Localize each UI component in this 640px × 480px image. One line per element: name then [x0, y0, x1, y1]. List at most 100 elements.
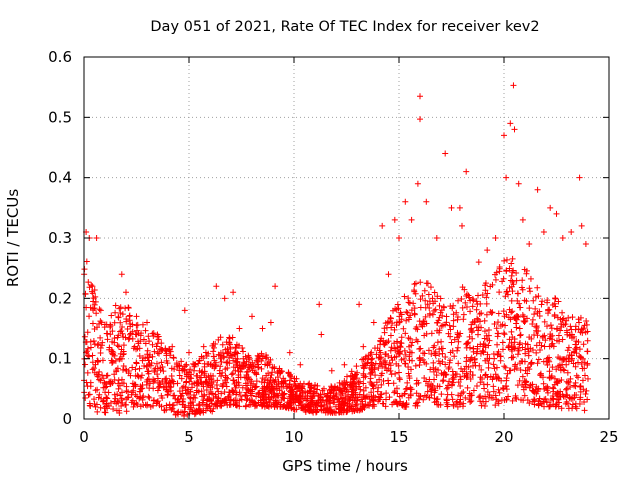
data-point [552, 303, 559, 310]
data-point [164, 392, 171, 399]
data-point [481, 328, 488, 335]
data-point [440, 304, 447, 311]
data-point [360, 343, 367, 350]
data-point [112, 395, 119, 402]
data-point [382, 351, 389, 358]
data-point [150, 397, 157, 404]
x-tick-label: 15 [389, 428, 408, 446]
data-point [118, 271, 125, 278]
data-point [498, 397, 505, 404]
data-point [578, 360, 585, 367]
data-point [145, 357, 152, 364]
data-point [396, 235, 402, 241]
data-point [551, 375, 558, 382]
data-point [543, 398, 550, 405]
data-point [519, 286, 526, 293]
data-point [308, 404, 315, 411]
data-point [567, 375, 574, 382]
data-point [556, 338, 563, 345]
data-point [245, 352, 252, 359]
data-point [348, 368, 355, 375]
data-point [120, 362, 127, 369]
data-point [259, 389, 266, 396]
data-point [583, 318, 590, 325]
data-point [396, 348, 403, 355]
data-point [565, 344, 572, 351]
data-point [97, 350, 104, 357]
data-point [241, 374, 248, 381]
data-point [467, 308, 474, 315]
data-point [382, 403, 389, 410]
data-point [458, 365, 465, 372]
data-point [94, 357, 101, 364]
data-point [88, 288, 95, 295]
data-point [454, 403, 461, 410]
data-point [145, 368, 152, 375]
data-point [158, 346, 165, 353]
data-point [474, 315, 481, 322]
data-point [437, 295, 444, 302]
data-point [239, 384, 246, 391]
data-point [204, 403, 211, 410]
data-point [409, 339, 416, 346]
data-point [176, 363, 183, 370]
data-point [489, 309, 496, 316]
data-point [130, 403, 137, 410]
data-point [522, 367, 529, 374]
data-point [506, 336, 513, 343]
data-point [154, 331, 161, 338]
data-point [495, 375, 502, 382]
data-point [261, 383, 268, 390]
data-point [326, 386, 333, 393]
data-point [553, 210, 560, 217]
data-point [139, 394, 146, 401]
data-point [180, 401, 187, 408]
data-point [517, 332, 524, 339]
data-point [495, 386, 502, 393]
data-point [501, 132, 507, 139]
data-point [116, 356, 123, 363]
data-point [427, 384, 434, 391]
data-point [426, 298, 433, 305]
data-point [144, 319, 150, 326]
data-point [241, 360, 248, 367]
data-point [527, 275, 534, 282]
data-point [137, 403, 144, 410]
data-point [218, 401, 225, 408]
data-point [430, 359, 437, 366]
data-point [450, 323, 457, 330]
data-point [577, 329, 584, 336]
data-point [97, 307, 104, 314]
data-point [549, 340, 556, 347]
data-point [154, 340, 161, 347]
data-point [297, 361, 304, 368]
data-point [259, 325, 266, 332]
x-tick-label: 0 [79, 428, 89, 446]
data-point [97, 334, 104, 341]
y-tick-label: 0 [62, 410, 72, 428]
data-point [328, 386, 335, 393]
data-point [192, 394, 199, 401]
data-point [504, 370, 511, 377]
data-point [109, 328, 116, 335]
data-point [420, 396, 427, 403]
data-point [565, 405, 572, 412]
data-point [509, 397, 516, 404]
data-point [266, 380, 273, 387]
data-point [134, 321, 141, 328]
data-point [281, 390, 288, 397]
data-point [187, 388, 194, 395]
data-point [579, 355, 586, 362]
data-point [209, 408, 216, 415]
data-point [501, 313, 508, 320]
data-point [451, 353, 458, 360]
data-point [396, 376, 403, 383]
data-point [160, 384, 167, 391]
data-point [430, 364, 437, 371]
data-point [90, 298, 97, 305]
data-point [398, 340, 405, 347]
data-point [238, 396, 245, 403]
data-point [555, 298, 562, 305]
data-point [375, 393, 382, 400]
data-point [428, 351, 435, 358]
